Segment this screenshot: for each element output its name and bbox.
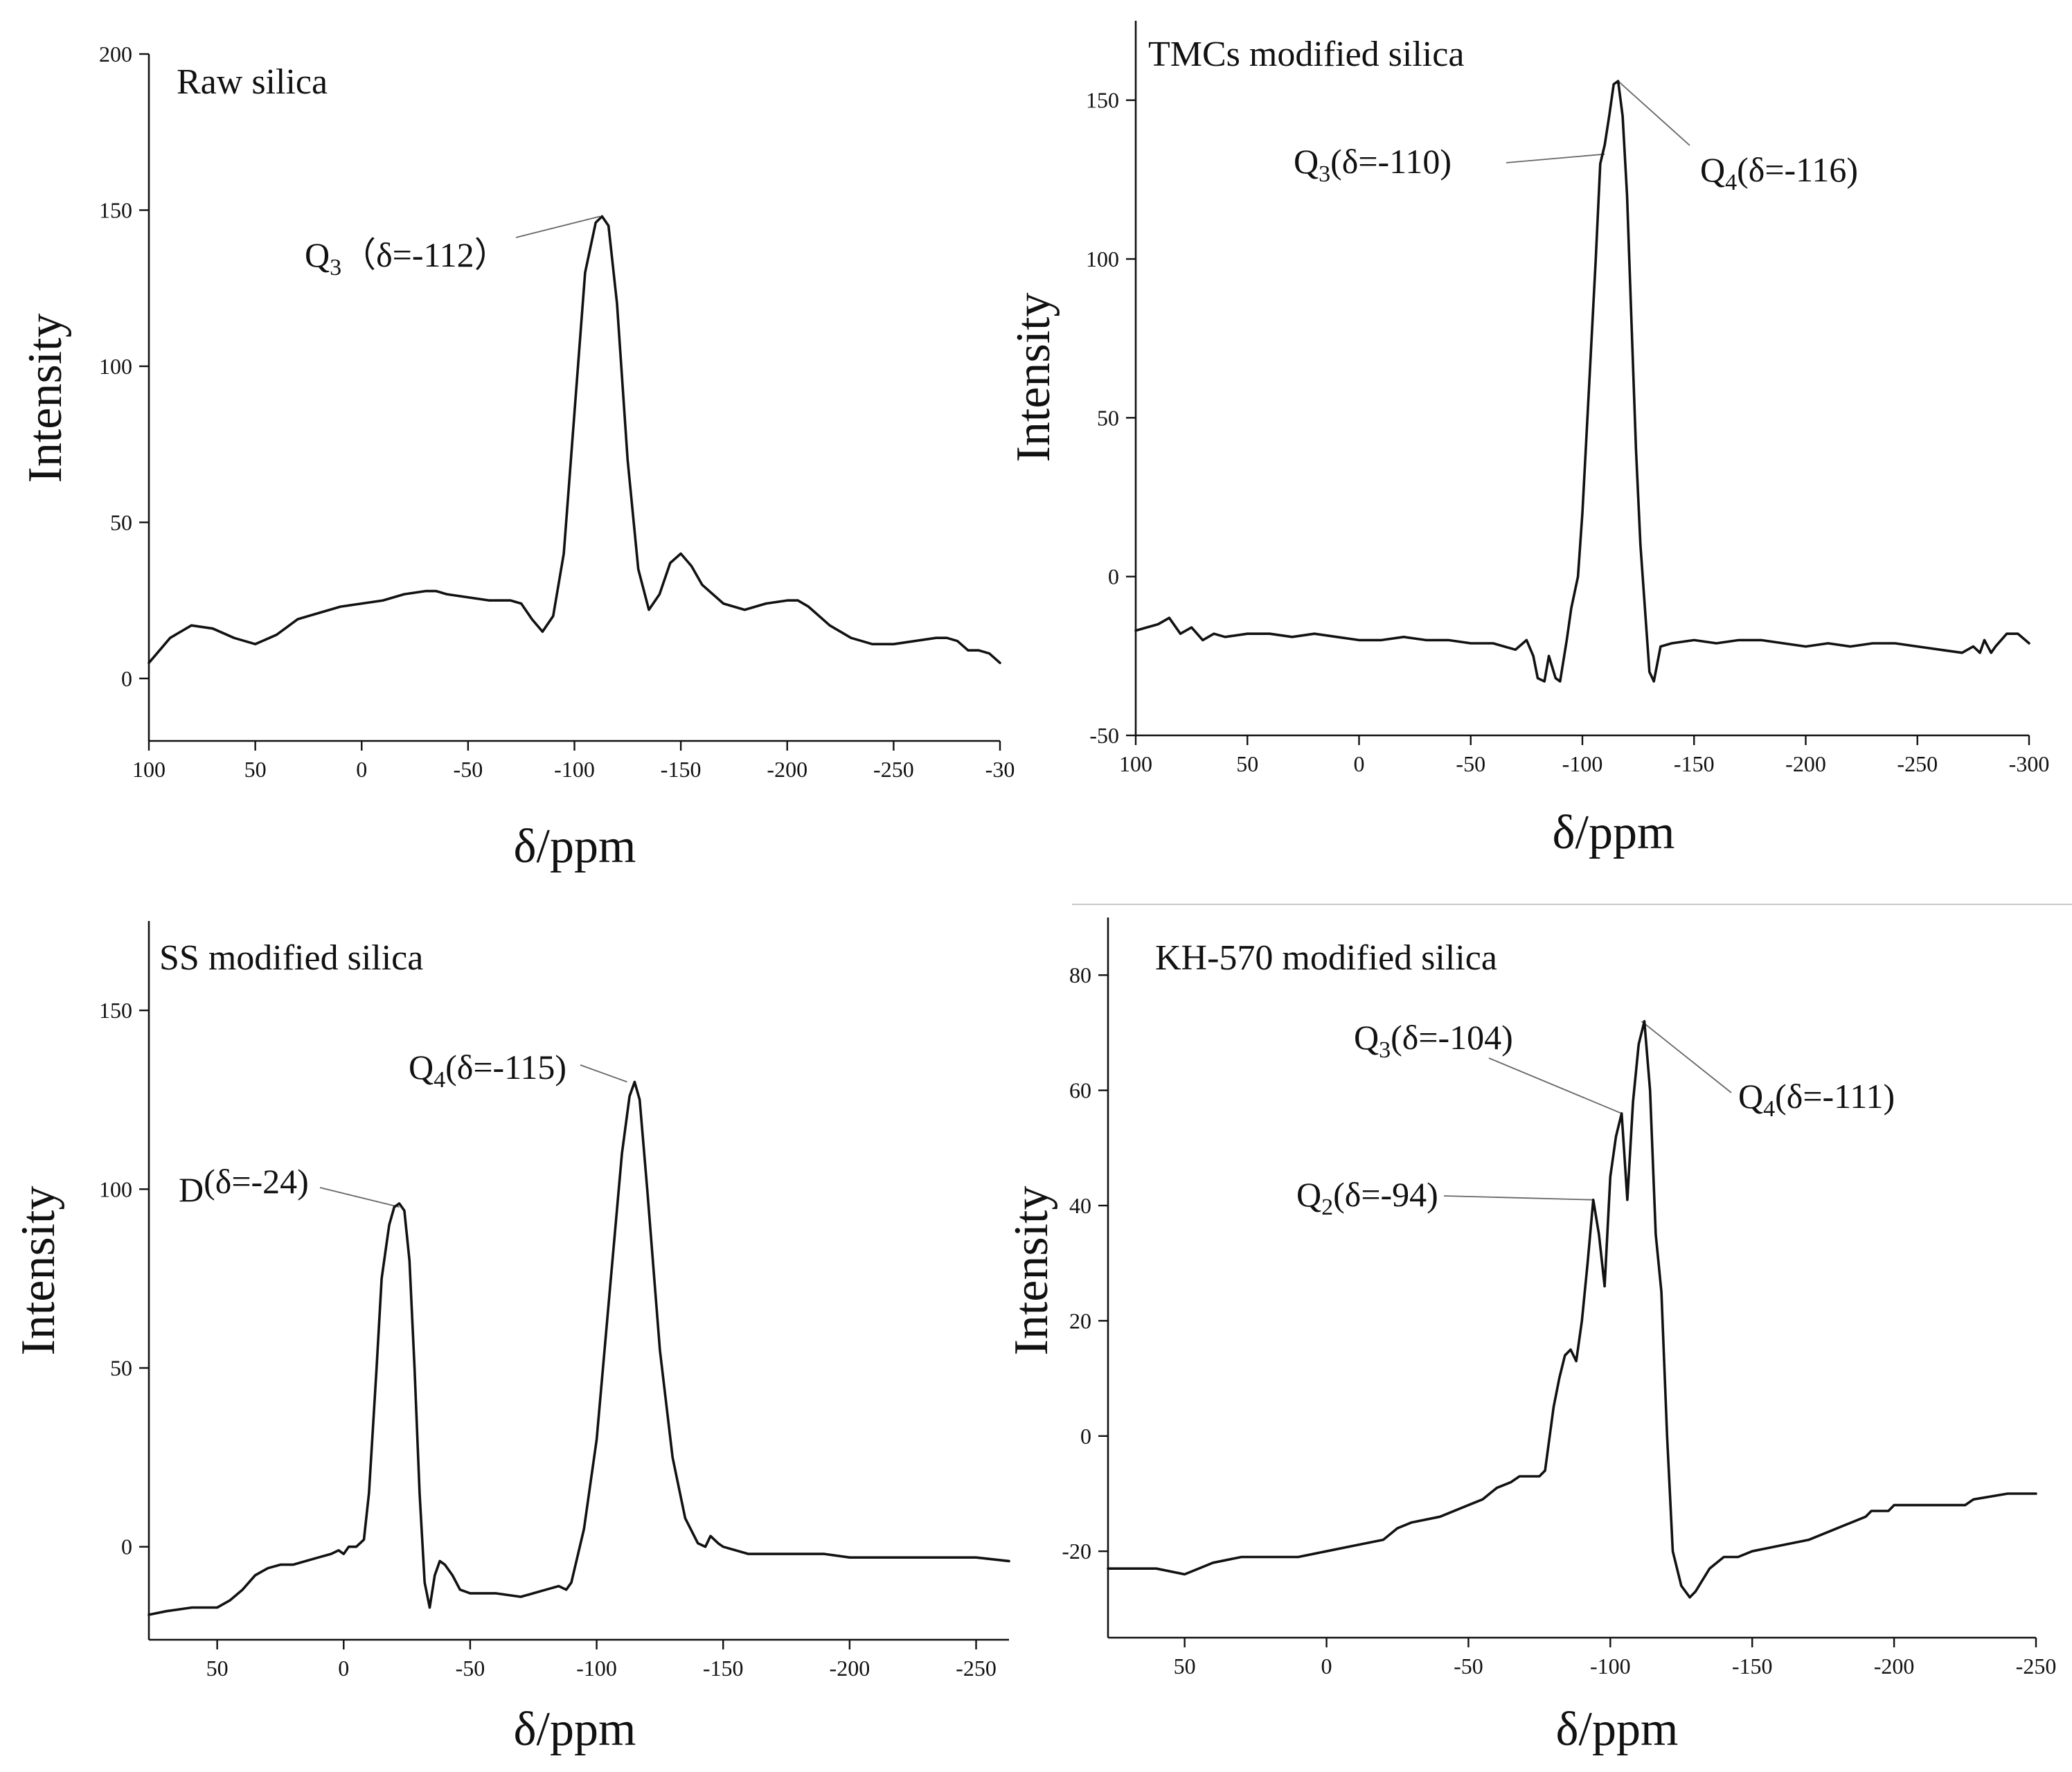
y-tick-label: 50 — [110, 510, 132, 535]
x-tick-label: 100 — [1119, 751, 1152, 776]
x-tick-label: -250 — [956, 1656, 997, 1681]
x-tick-label: 100 — [132, 757, 166, 782]
annotation-leader — [1641, 1021, 1732, 1093]
y-tick-label: 0 — [121, 666, 132, 691]
x-tick-label: 0 — [1321, 1654, 1332, 1679]
panel-title: TMCs modified silica — [1148, 35, 1464, 74]
x-tick-label: -250 — [2016, 1654, 2057, 1679]
annotation-q4-label: Q4(δ=-116) — [1700, 150, 1858, 195]
y-axis-title: Intensity — [1005, 1186, 1058, 1356]
panel-kh570-silica: KH-570 modified silica δ/ppm Intensity Q… — [1005, 918, 2056, 1756]
y-axis-title: Intensity — [1007, 293, 1060, 463]
y-tick-label: 150 — [1086, 88, 1119, 113]
annotation-q2-label: Q2(δ=-94) — [1296, 1175, 1438, 1220]
annotation-leader — [1617, 80, 1690, 146]
y-tick-label: 150 — [99, 998, 132, 1023]
y-tick-label: -20 — [1062, 1539, 1091, 1564]
x-tick-label: -150 — [703, 1656, 744, 1681]
x-tick-label: -30 — [985, 757, 1015, 782]
x-tick-label: -250 — [873, 757, 914, 782]
y-tick-label: 20 — [1069, 1308, 1091, 1333]
y-tick-label: 150 — [99, 197, 132, 222]
x-tick-label: -50 — [1456, 751, 1485, 776]
y-axis-title: Intensity — [19, 314, 72, 483]
annotation-d-label: D(δ=-24) — [179, 1162, 309, 1209]
annotation-q3-label: Q3(δ=-104) — [1354, 1018, 1513, 1063]
x-tick-label: -200 — [1874, 1654, 1915, 1679]
x-tick-label: -50 — [454, 757, 483, 782]
x-tick-label: 50 — [206, 1656, 229, 1681]
spectrum-curve — [148, 1080, 1010, 1616]
spectrum-curve — [1134, 80, 2030, 683]
y-tick-label: 0 — [121, 1534, 132, 1559]
annotation-q4-label: Q4(δ=-111) — [1738, 1077, 1895, 1122]
x-tick-label: 0 — [356, 757, 367, 782]
y-tick-label: -50 — [1089, 723, 1119, 748]
annotation-leader — [1506, 153, 1605, 163]
spectrum-curve — [148, 215, 1001, 665]
annotation-q3-label: Q3（δ=-112） — [305, 235, 509, 280]
annotation-leader — [515, 215, 600, 238]
panel-tmcs-silica: TMCs modified silica δ/ppm Intensity Q3(… — [1007, 21, 2049, 859]
x-tick-label: 0 — [1354, 751, 1365, 776]
x-tick-label: -100 — [576, 1656, 617, 1681]
x-tick-label: -100 — [1562, 751, 1603, 776]
panel-ss-silica: SS modified silica δ/ppm Intensity D(δ=-… — [12, 921, 1010, 1756]
x-tick-label: 50 — [1236, 751, 1258, 776]
y-tick-label: 60 — [1069, 1078, 1091, 1103]
y-tick-label: 80 — [1069, 963, 1091, 987]
x-tick-label: -200 — [1785, 751, 1826, 776]
x-tick-label: -200 — [830, 1656, 870, 1681]
x-tick-label: -250 — [1897, 751, 1938, 776]
x-tick-label: -150 — [1732, 1654, 1773, 1679]
annotation-leader — [1488, 1057, 1623, 1114]
x-tick-label: -50 — [1454, 1654, 1483, 1679]
y-axis-title: Intensity — [12, 1186, 65, 1356]
x-tick-label: 0 — [338, 1656, 349, 1681]
y-tick-label: 40 — [1069, 1193, 1091, 1218]
annotation-leader — [1443, 1195, 1593, 1201]
annotation-q4-label: Q4(δ=-115) — [409, 1048, 566, 1093]
y-tick-label: 200 — [99, 42, 132, 66]
panel-title: SS modified silica — [159, 938, 423, 978]
annotation-leader — [319, 1187, 400, 1208]
spectrum-curve — [1107, 1020, 2037, 1599]
y-tick-label: 0 — [1108, 564, 1119, 589]
y-tick-label: 50 — [1097, 405, 1119, 430]
x-axis-title: δ/ppm — [514, 1703, 636, 1756]
panel-raw-silica: Raw silica δ/ppm Intensity Q3（δ=-112） 10… — [19, 42, 1015, 873]
x-tick-label: -200 — [767, 757, 807, 782]
x-tick-label: -50 — [456, 1656, 485, 1681]
y-tick-label: 50 — [110, 1356, 132, 1381]
annotation-q3-label: Q3(δ=-110) — [1294, 142, 1452, 187]
panel-title: KH-570 modified silica — [1155, 938, 1497, 978]
x-tick-label: -100 — [554, 757, 595, 782]
x-tick-label: -150 — [661, 757, 702, 782]
x-axis-title: δ/ppm — [1553, 806, 1675, 859]
y-tick-label: 100 — [1086, 247, 1119, 271]
x-axis-title: δ/ppm — [514, 820, 636, 873]
y-tick-label: 100 — [99, 1176, 132, 1201]
panel-title: Raw silica — [177, 62, 328, 102]
x-tick-label: 50 — [244, 757, 267, 782]
y-tick-label: 100 — [99, 354, 132, 379]
x-tick-label: 50 — [1174, 1654, 1196, 1679]
y-tick-label: 0 — [1080, 1424, 1091, 1449]
x-axis-title: δ/ppm — [1556, 1703, 1679, 1756]
x-tick-label: -150 — [1674, 751, 1715, 776]
x-tick-label: -300 — [2009, 751, 2050, 776]
annotation-leader — [580, 1064, 627, 1083]
x-tick-label: -100 — [1590, 1654, 1631, 1679]
